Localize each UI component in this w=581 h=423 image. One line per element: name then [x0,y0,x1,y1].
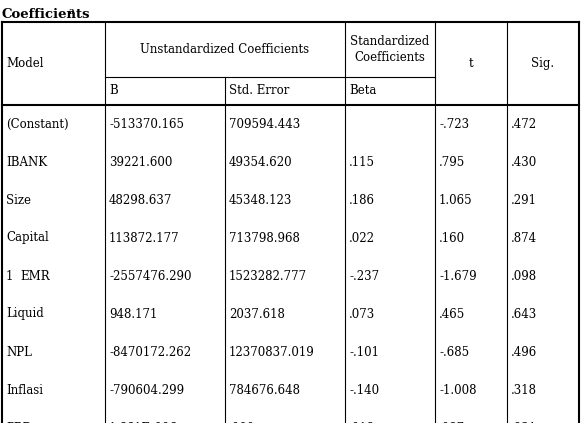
Text: -.101: -.101 [349,346,379,359]
Text: -.140: -.140 [349,384,379,396]
Text: -2557476.290: -2557476.290 [109,269,192,283]
Text: 1: 1 [6,269,13,283]
Text: 1.661E-006: 1.661E-006 [109,421,178,423]
Text: Capital: Capital [6,231,49,244]
Text: -790604.299: -790604.299 [109,384,184,396]
Text: .186: .186 [349,193,375,206]
Text: .931: .931 [511,421,537,423]
Text: NPL: NPL [6,346,32,359]
Text: .000: .000 [229,421,255,423]
Text: .291: .291 [511,193,537,206]
Text: .073: .073 [349,308,375,321]
Text: 1.065: 1.065 [439,193,472,206]
Text: Beta: Beta [349,85,376,97]
Text: (Constant): (Constant) [6,118,69,131]
Text: .022: .022 [349,231,375,244]
Text: 948.171: 948.171 [109,308,157,321]
Text: .430: .430 [511,156,537,168]
Text: PBD: PBD [6,421,32,423]
Text: 1523282.777: 1523282.777 [229,269,307,283]
Text: .465: .465 [439,308,465,321]
Text: 113872.177: 113872.177 [109,231,180,244]
Text: Model: Model [6,57,44,70]
Text: IBANK: IBANK [6,156,47,168]
Text: EMR: EMR [20,269,49,283]
Text: .160: .160 [439,231,465,244]
Text: Standardized
Coefficients: Standardized Coefficients [350,35,429,64]
Text: .874: .874 [511,231,537,244]
Text: 48298.637: 48298.637 [109,193,173,206]
Text: a: a [69,7,75,16]
Text: .087: .087 [439,421,465,423]
Text: -513370.165: -513370.165 [109,118,184,131]
Text: .318: .318 [511,384,537,396]
Text: Unstandardized Coefficients: Unstandardized Coefficients [141,43,310,56]
Text: Sig.: Sig. [532,57,554,70]
Text: .115: .115 [349,156,375,168]
Text: B: B [109,85,118,97]
Text: .098: .098 [511,269,537,283]
Text: Coefficients: Coefficients [2,8,91,21]
Text: 784676.648: 784676.648 [229,384,300,396]
Text: .643: .643 [511,308,537,321]
Text: 39221.600: 39221.600 [109,156,173,168]
Text: -8470172.262: -8470172.262 [109,346,191,359]
Text: .472: .472 [511,118,537,131]
Text: -.723: -.723 [439,118,469,131]
Text: Liquid: Liquid [6,308,44,321]
Text: t: t [469,57,474,70]
Text: -.685: -.685 [439,346,469,359]
Text: 12370837.019: 12370837.019 [229,346,315,359]
Text: .795: .795 [439,156,465,168]
Text: -.237: -.237 [349,269,379,283]
Text: 49354.620: 49354.620 [229,156,293,168]
Text: -1.008: -1.008 [439,384,476,396]
Text: .018: .018 [349,421,375,423]
Text: -1.679: -1.679 [439,269,476,283]
Text: 45348.123: 45348.123 [229,193,292,206]
Text: Std. Error: Std. Error [229,85,289,97]
Text: 709594.443: 709594.443 [229,118,300,131]
Text: 2037.618: 2037.618 [229,308,285,321]
Text: Size: Size [6,193,31,206]
Text: Inflasi: Inflasi [6,384,43,396]
Text: .496: .496 [511,346,537,359]
Text: 713798.968: 713798.968 [229,231,300,244]
